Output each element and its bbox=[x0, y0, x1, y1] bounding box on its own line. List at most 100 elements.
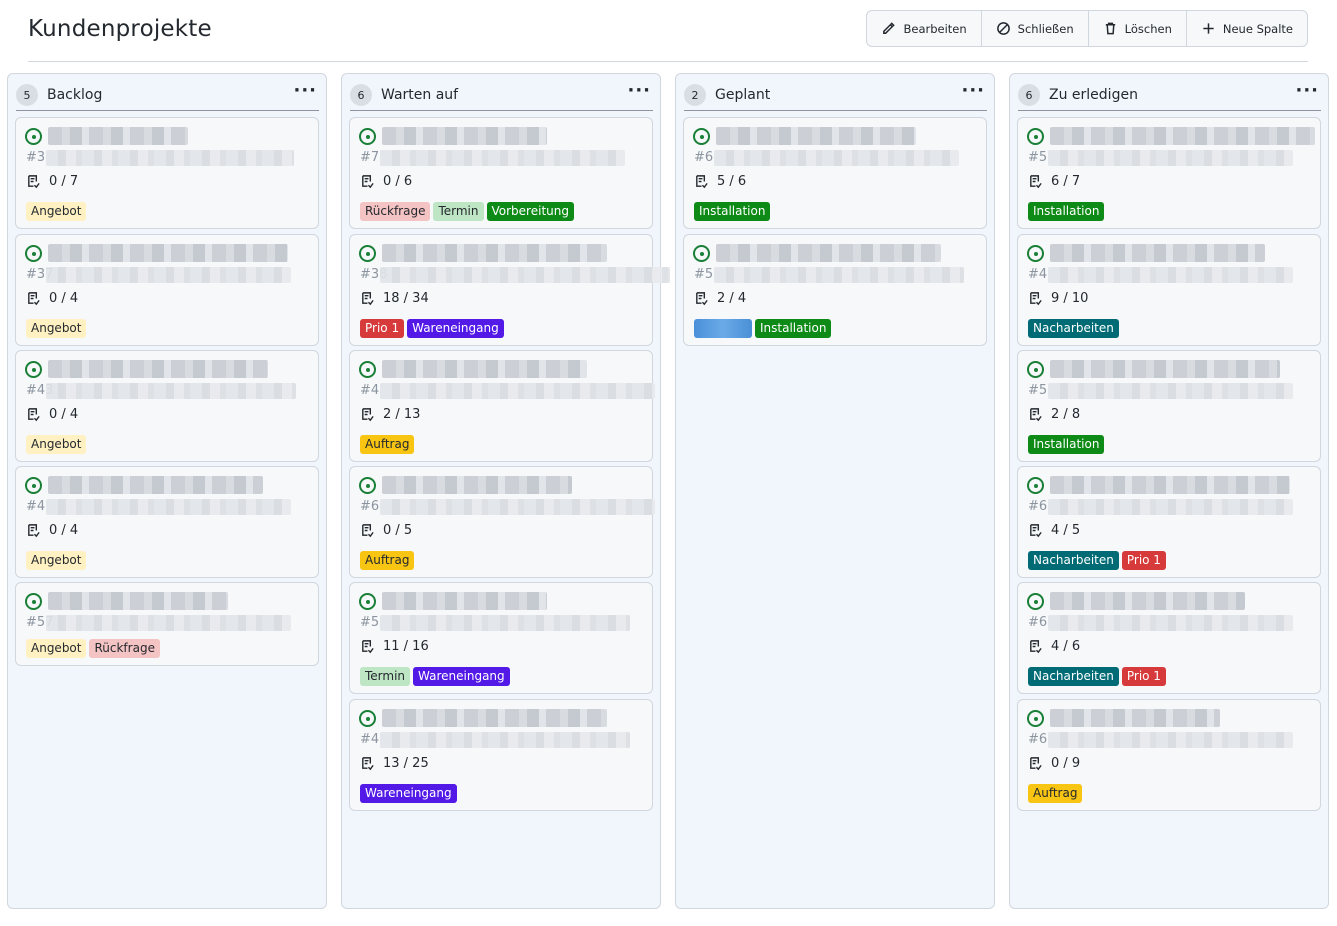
issue-card[interactable]: #3 0 / 7 Angebot bbox=[15, 117, 319, 229]
task-progress-value: 2 / 13 bbox=[383, 407, 421, 422]
issue-title-redacted[interactable] bbox=[382, 592, 547, 610]
issue-card[interactable]: #6 4 / 6 Nacharbeiten Prio 1 bbox=[1017, 582, 1321, 694]
edit-button[interactable]: Bearbeiten bbox=[867, 11, 982, 46]
issue-card[interactable]: #37 0 / 4 Angebot bbox=[15, 234, 319, 346]
issue-label[interactable]: Termin bbox=[433, 202, 484, 221]
issue-title-redacted[interactable] bbox=[716, 127, 916, 145]
issue-title-redacted[interactable] bbox=[1050, 127, 1315, 145]
plus-icon bbox=[1203, 23, 1214, 34]
column-menu-icon[interactable]: ··· bbox=[961, 80, 985, 101]
issue-label[interactable]: Rückfrage bbox=[89, 639, 160, 658]
issue-label[interactable]: Auftrag bbox=[360, 551, 415, 570]
issue-label[interactable]: Termin bbox=[360, 667, 411, 686]
issue-number: #5 bbox=[1028, 150, 1048, 165]
issue-card[interactable]: #6 0 / 5 Auftrag bbox=[349, 466, 655, 578]
issue-label[interactable]: Nacharbeiten bbox=[1028, 667, 1119, 686]
delete-button[interactable]: Löschen bbox=[1089, 11, 1187, 46]
issue-card[interactable]: #4 0 / 4 Angebot bbox=[15, 466, 319, 578]
issue-title-redacted[interactable] bbox=[48, 360, 268, 378]
issue-label[interactable]: Angebot bbox=[26, 551, 87, 570]
issue-number: #5 bbox=[694, 267, 714, 282]
task-progress-value: 4 / 6 bbox=[1051, 639, 1081, 654]
issue-title-redacted[interactable] bbox=[382, 244, 607, 262]
tasklist-icon bbox=[696, 292, 708, 306]
issue-title-redacted[interactable] bbox=[1050, 709, 1220, 727]
issue-meta-redacted bbox=[380, 383, 655, 399]
issue-label[interactable]: Angebot bbox=[26, 435, 87, 454]
board-column: 2 Geplant ··· #6 5 / 6 Installation #5 2 / 4 In… bbox=[675, 73, 995, 909]
issue-label[interactable]: Nacharbeiten bbox=[1028, 551, 1119, 570]
column-menu-icon[interactable]: ··· bbox=[293, 80, 317, 101]
column-header: 6 Warten auf ··· bbox=[350, 80, 653, 111]
issue-label[interactable]: Wareneingang bbox=[413, 667, 510, 686]
issue-card[interactable]: #6 5 / 6 Installation bbox=[683, 117, 987, 229]
issue-card[interactable]: #5 2 / 8 Installation bbox=[1017, 350, 1321, 462]
issue-card[interactable]: #43 0 / 4 Angebot bbox=[15, 350, 319, 462]
issue-title-redacted[interactable] bbox=[1050, 476, 1290, 494]
new-column-button[interactable]: Neue Spalte bbox=[1187, 11, 1307, 46]
issue-card[interactable]: #5 11 / 16 Termin Wareneingang bbox=[349, 582, 653, 694]
issue-label[interactable]: Installation bbox=[755, 319, 832, 338]
issue-card[interactable]: #4 13 / 25 Wareneingang bbox=[349, 699, 653, 811]
tasklist-icon bbox=[362, 640, 374, 654]
issue-title-redacted[interactable] bbox=[382, 476, 572, 494]
issue-label[interactable]: Prio 1 bbox=[1121, 551, 1166, 570]
column-menu-icon[interactable]: ··· bbox=[627, 80, 651, 101]
label-list: Nacharbeiten bbox=[1028, 319, 1119, 338]
issue-card[interactable]: #6 4 / 5 Nacharbeiten Prio 1 bbox=[1017, 466, 1321, 578]
column-title: Backlog bbox=[47, 87, 103, 103]
issue-label[interactable]: Installation bbox=[1028, 435, 1105, 454]
issue-number: #6 bbox=[1028, 499, 1048, 514]
column-title: Warten auf bbox=[381, 87, 459, 103]
column-menu-icon[interactable]: ··· bbox=[1295, 80, 1319, 101]
issue-label[interactable]: Nacharbeiten bbox=[1028, 319, 1119, 338]
issue-card[interactable]: #4 2 / 13 Auftrag bbox=[349, 350, 655, 462]
issue-label[interactable]: Prio 1 bbox=[1121, 667, 1166, 686]
issue-label[interactable] bbox=[694, 319, 752, 338]
board-column: 6 Warten auf ··· #7 0 / 6 Rückfrage Termin Vorb… bbox=[341, 73, 670, 909]
issue-label[interactable]: Installation bbox=[694, 202, 771, 221]
issue-label[interactable]: Wareneingang bbox=[407, 319, 504, 338]
close-button[interactable]: Schließen bbox=[982, 11, 1089, 46]
issue-meta-redacted bbox=[1048, 732, 1293, 748]
issue-card[interactable]: #57 Angebot Rückfrage bbox=[15, 582, 319, 666]
issue-card[interactable]: #5 2 / 4 Installation bbox=[683, 234, 987, 346]
issue-title-redacted[interactable] bbox=[48, 476, 263, 494]
issue-title-redacted[interactable] bbox=[716, 244, 941, 262]
issue-title-redacted[interactable] bbox=[1050, 360, 1280, 378]
issue-title-redacted[interactable] bbox=[382, 360, 587, 378]
trash-icon bbox=[1105, 22, 1115, 35]
issue-label[interactable]: Auftrag bbox=[360, 435, 415, 454]
issue-label[interactable]: Wareneingang bbox=[360, 784, 457, 803]
circle-slash-icon bbox=[996, 22, 1010, 35]
issue-card[interactable]: #6 0 / 9 Auftrag bbox=[1017, 699, 1321, 811]
issue-meta-redacted bbox=[1048, 615, 1293, 631]
issue-card[interactable]: #4 9 / 10 Nacharbeiten bbox=[1017, 234, 1321, 346]
issue-meta-redacted bbox=[714, 267, 964, 283]
issue-card[interactable]: #5 6 / 7 Installation bbox=[1017, 117, 1321, 229]
issue-label[interactable]: Vorbereitung bbox=[486, 202, 574, 221]
issue-title-redacted[interactable] bbox=[48, 592, 228, 610]
issue-title-redacted[interactable] bbox=[48, 127, 188, 145]
issue-title-redacted[interactable] bbox=[382, 709, 607, 727]
label-list: Wareneingang bbox=[360, 784, 457, 803]
open-issue-icon bbox=[1027, 477, 1044, 494]
issue-card[interactable]: #38 18 / 34 Prio 1 Wareneingang bbox=[349, 234, 670, 346]
issue-label[interactable]: Angebot bbox=[26, 202, 87, 221]
issue-label[interactable]: Prio 1 bbox=[360, 319, 405, 338]
issue-label[interactable]: Installation bbox=[1028, 202, 1105, 221]
issue-label[interactable]: Angebot bbox=[26, 639, 87, 658]
issue-label[interactable]: Angebot bbox=[26, 319, 87, 338]
issue-title-redacted[interactable] bbox=[1050, 592, 1245, 610]
board-column: 6 Zu erledigen ··· #5 6 / 7 Installation #4 9 /… bbox=[1009, 73, 1329, 909]
issue-title-redacted[interactable] bbox=[1050, 244, 1265, 262]
issue-card[interactable]: #7 0 / 6 Rückfrage Termin Vorbereitung bbox=[349, 117, 653, 229]
issue-title-redacted[interactable] bbox=[382, 127, 547, 145]
issue-meta-redacted bbox=[1048, 267, 1293, 283]
issue-number: #4 bbox=[360, 732, 380, 747]
issue-title-redacted[interactable] bbox=[48, 244, 288, 262]
issue-label[interactable]: Rückfrage bbox=[360, 202, 431, 221]
tasklist-icon bbox=[1030, 757, 1042, 771]
issue-label[interactable]: Auftrag bbox=[1028, 784, 1083, 803]
